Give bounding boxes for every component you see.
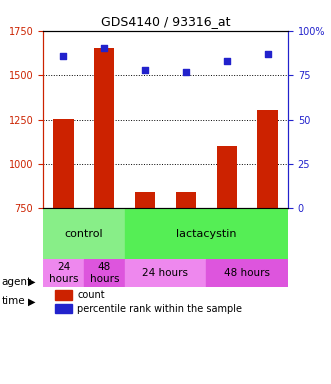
Bar: [43, 259, 84, 287]
Title: GDS4140 / 93316_at: GDS4140 / 93316_at: [101, 15, 230, 28]
Bar: [55, 304, 72, 313]
FancyArrowPatch shape: [0, 232, 18, 236]
Text: ▶: ▶: [28, 277, 36, 287]
Text: time: time: [2, 296, 25, 306]
Point: [142, 67, 148, 73]
Bar: [125, 208, 288, 259]
Bar: [55, 290, 72, 300]
Text: 24
hours: 24 hours: [49, 262, 78, 284]
Text: ▶: ▶: [28, 296, 36, 306]
Point: [61, 53, 66, 59]
Bar: [84, 259, 125, 287]
Bar: [94, 48, 115, 208]
Bar: [125, 259, 206, 287]
Point: [102, 45, 107, 51]
Text: count: count: [77, 290, 105, 300]
Bar: [135, 192, 155, 208]
Bar: [53, 119, 73, 208]
Point: [224, 58, 229, 64]
Point: [183, 68, 189, 74]
Text: 24 hours: 24 hours: [143, 268, 188, 278]
Text: 48 hours: 48 hours: [224, 268, 270, 278]
Bar: [257, 110, 278, 208]
Text: agent: agent: [2, 277, 32, 287]
Bar: [43, 208, 125, 259]
Text: control: control: [65, 229, 103, 239]
Point: [265, 51, 270, 57]
Text: 48
hours: 48 hours: [89, 262, 119, 284]
Bar: [216, 146, 237, 208]
Bar: [176, 192, 196, 208]
Text: percentile rank within the sample: percentile rank within the sample: [77, 304, 242, 314]
Text: lactacystin: lactacystin: [176, 229, 237, 239]
Bar: [206, 259, 288, 287]
